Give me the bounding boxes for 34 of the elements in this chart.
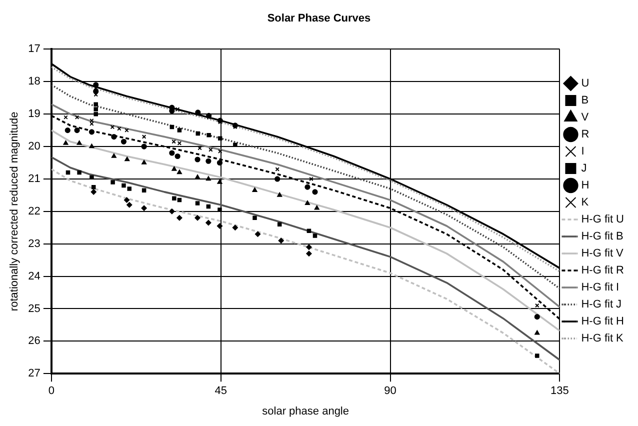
x-axis-title: solar phase angle <box>262 405 349 418</box>
y-tick-label: 20 <box>28 140 40 153</box>
x-tick-label: 45 <box>214 385 227 398</box>
y-tick-label: 24 <box>28 270 40 282</box>
legend-label: H-G fit K <box>581 332 624 345</box>
legend-label: H-G fit R <box>581 264 624 277</box>
legend-label: V <box>581 112 590 124</box>
legend-label: B <box>581 94 589 107</box>
y-tick-label: 22 <box>28 205 40 218</box>
y-tick-label: 17 <box>28 43 40 56</box>
legend-label: I <box>581 146 584 158</box>
y-tick-label: 27 <box>28 368 40 380</box>
y-tick-label: 18 <box>28 76 40 88</box>
legend-label: H-G fit U <box>581 214 624 226</box>
y-axis-title: rotationally corrected reduced magnitude <box>8 112 21 312</box>
y-tick-label: 25 <box>28 302 40 315</box>
legend-label: J <box>581 162 587 175</box>
x-tick-label: 0 <box>48 385 54 398</box>
legend-label: H-G fit J <box>581 298 622 311</box>
x-tick-label: 135 <box>550 385 569 398</box>
y-tick-label: 21 <box>28 172 40 185</box>
y-tick-label: 23 <box>28 238 40 250</box>
legend-label: H-G fit I <box>581 282 620 294</box>
chart-title: Solar Phase Curves <box>267 12 371 25</box>
legend-label: H <box>581 180 590 192</box>
legend-label: H-G fit B <box>581 230 624 243</box>
y-tick-label: 19 <box>28 108 40 120</box>
legend-label: K <box>581 196 590 209</box>
legend-label: R <box>581 128 590 141</box>
legend-label: H-G fit H <box>581 316 624 328</box>
legend-label: H-G fit V <box>581 248 624 260</box>
x-tick-label: 90 <box>384 385 396 398</box>
legend-label: U <box>581 78 590 90</box>
y-tick-label: 26 <box>28 335 40 348</box>
